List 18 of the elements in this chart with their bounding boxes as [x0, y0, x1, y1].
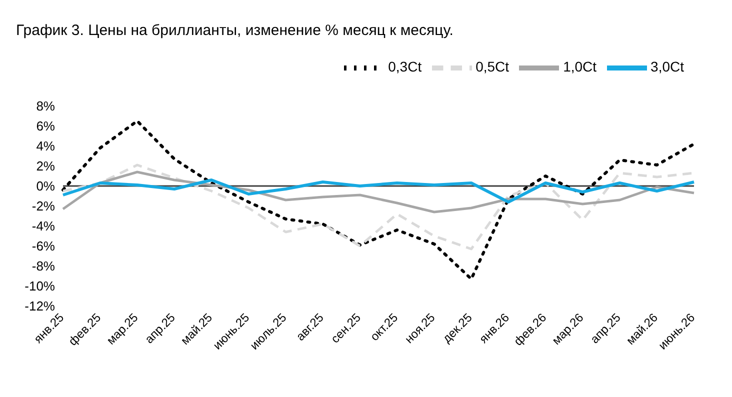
line-series — [62, 178, 696, 204]
y-tick-label: -2% — [32, 198, 56, 214]
legend-label: 1,0Ct — [563, 58, 597, 75]
legend-label: 0,3Ct — [388, 58, 422, 75]
y-tick-label: 4% — [36, 138, 56, 154]
legend-label: 3,0Ct — [650, 58, 684, 75]
y-tick-label: 6% — [36, 118, 56, 134]
legend-label: 0,5Ct — [476, 58, 510, 75]
line-series — [62, 120, 696, 280]
y-tick-label: 8% — [36, 98, 56, 114]
y-tick-label: -8% — [32, 258, 56, 274]
y-tick-label: 0% — [36, 178, 56, 194]
y-tick-label: -4% — [32, 218, 56, 234]
y-tick-label: -12% — [24, 298, 56, 314]
chart-title: График 3. Цены на бриллианты, изменение % месяц к месяцу. — [15, 21, 454, 41]
y-tick-label: 2% — [36, 158, 56, 174]
y-tick-label: -6% — [32, 238, 56, 254]
y-tick-label: -10% — [24, 278, 56, 294]
